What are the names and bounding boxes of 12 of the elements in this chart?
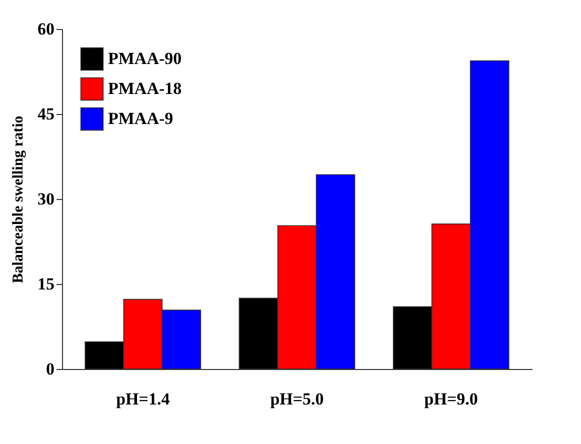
x-tick-label: pH=1.4 xyxy=(116,390,170,408)
legend-label: PMAA-9 xyxy=(108,109,174,128)
y-tick-label: 45 xyxy=(38,104,54,124)
y-tick-label: 60 xyxy=(38,20,54,38)
y-tick-label: 15 xyxy=(38,274,54,294)
x-tick-label: pH=5.0 xyxy=(270,390,324,408)
legend-label: PMAA-18 xyxy=(108,79,182,98)
y-tick-label: 30 xyxy=(38,190,54,208)
legend-label: PMAA-90 xyxy=(108,49,182,68)
x-tick-label: pH=9.0 xyxy=(424,390,478,408)
y-axis-title: Balanceable swelling ratio xyxy=(10,116,26,284)
y-tick-label: 0 xyxy=(46,360,54,378)
